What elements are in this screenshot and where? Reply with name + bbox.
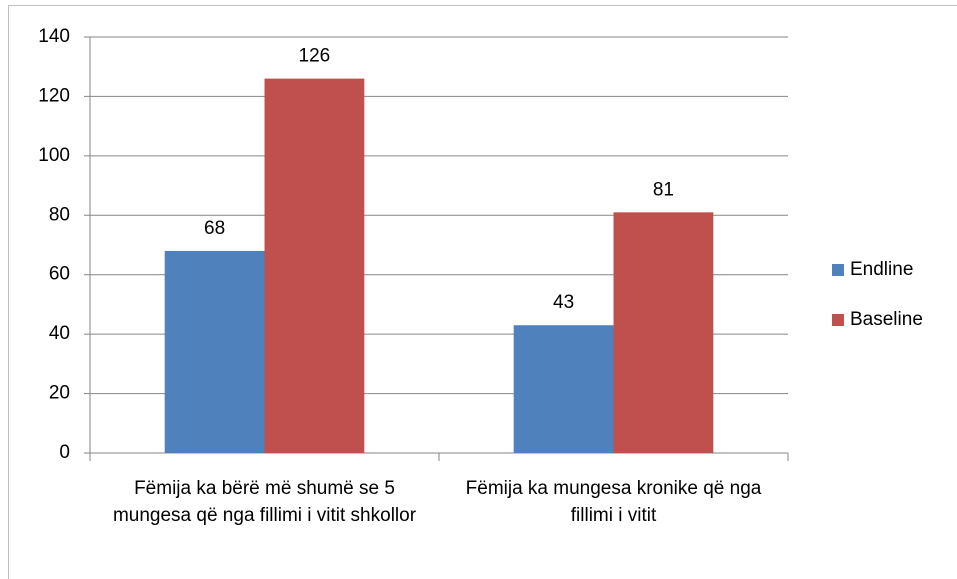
x-tick-label: Fëmija ka bërë më shumë se 5 mungesa që …	[112, 478, 417, 526]
y-tick-label: 100	[38, 145, 70, 166]
chart-border	[8, 5, 957, 579]
legend-label: Endline	[850, 259, 913, 280]
legend-swatch	[832, 314, 844, 326]
bar	[164, 250, 265, 453]
y-tick-label: 140	[38, 26, 70, 47]
y-tick-label: 80	[49, 204, 70, 225]
legend-swatch	[832, 264, 844, 276]
y-tick-label: 60	[49, 264, 70, 285]
data-label: 126	[299, 46, 331, 67]
data-label: 68	[204, 218, 225, 239]
bar	[513, 325, 614, 453]
y-tick-label: 120	[38, 85, 70, 106]
x-tick-label: Fëmija ka mungesa kronike që nga fillimi…	[465, 478, 762, 526]
y-tick-label: 40	[49, 323, 70, 344]
bar	[264, 78, 365, 453]
y-tick-label: 20	[49, 383, 70, 404]
y-tick-label: 0	[59, 442, 70, 463]
data-label: 81	[653, 179, 674, 200]
legend-label: Baseline	[850, 309, 923, 330]
bar	[613, 212, 714, 453]
data-label: 43	[553, 292, 574, 313]
